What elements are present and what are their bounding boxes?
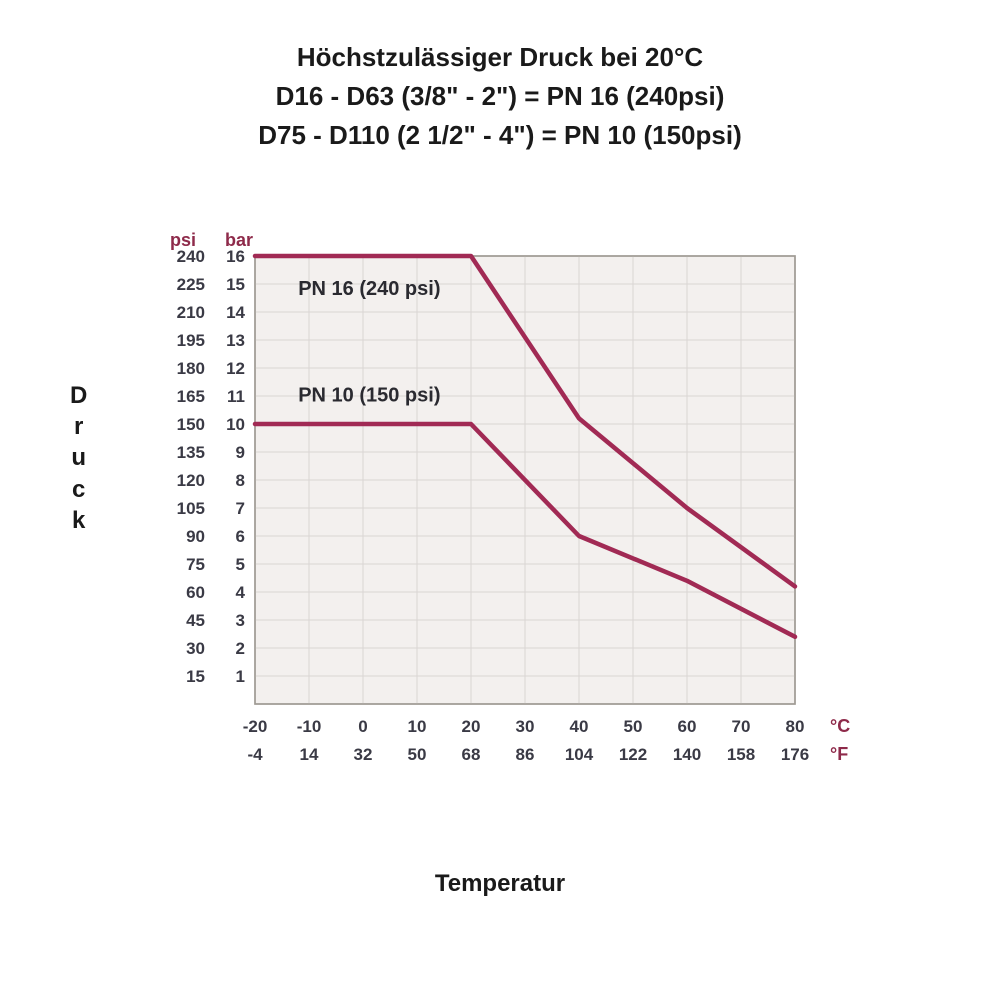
svg-text:120: 120 <box>177 471 205 490</box>
svg-text:68: 68 <box>462 745 481 764</box>
svg-text:50: 50 <box>408 745 427 764</box>
svg-text:122: 122 <box>619 745 647 764</box>
svg-text:4: 4 <box>236 583 246 602</box>
svg-text:60: 60 <box>678 717 697 736</box>
svg-text:176: 176 <box>781 745 809 764</box>
svg-text:195: 195 <box>177 331 205 350</box>
svg-text:225: 225 <box>177 275 205 294</box>
svg-text:PN 10 (150 psi): PN 10 (150 psi) <box>298 385 440 407</box>
svg-text:5: 5 <box>236 555 245 574</box>
svg-text:32: 32 <box>354 745 373 764</box>
svg-text:45: 45 <box>186 611 205 630</box>
x-axis-label: Temperatur <box>0 870 1000 898</box>
svg-text:-20: -20 <box>243 717 268 736</box>
svg-text:60: 60 <box>186 583 205 602</box>
svg-text:70: 70 <box>732 717 751 736</box>
svg-text:6: 6 <box>236 527 245 546</box>
svg-text:40: 40 <box>570 717 589 736</box>
svg-text:12: 12 <box>226 359 245 378</box>
svg-text:°F: °F <box>830 744 848 764</box>
svg-text:9: 9 <box>236 443 245 462</box>
title-line-1: Höchstzulässiger Druck bei 20°C <box>0 38 1000 77</box>
title-line-2: D16 - D63 (3/8" - 2") = PN 16 (240psi) <box>0 77 1000 116</box>
svg-text:104: 104 <box>565 745 594 764</box>
svg-text:210: 210 <box>177 303 205 322</box>
title-line-3: D75 - D110 (2 1/2" - 4") = PN 10 (150psi… <box>0 116 1000 155</box>
svg-text:30: 30 <box>186 639 205 658</box>
svg-text:14: 14 <box>226 303 245 322</box>
svg-text:50: 50 <box>624 717 643 736</box>
svg-text:80: 80 <box>786 717 805 736</box>
svg-text:90: 90 <box>186 527 205 546</box>
svg-text:75: 75 <box>186 555 205 574</box>
svg-text:140: 140 <box>673 745 701 764</box>
svg-text:11: 11 <box>227 387 245 406</box>
svg-text:-10: -10 <box>297 717 322 736</box>
svg-text:PN 16 (240 psi): PN 16 (240 psi) <box>298 278 440 300</box>
svg-text:15: 15 <box>226 275 245 294</box>
svg-text:°C: °C <box>830 716 850 736</box>
svg-text:3: 3 <box>236 611 245 630</box>
svg-text:86: 86 <box>516 745 535 764</box>
svg-text:135: 135 <box>177 443 205 462</box>
pressure-temperature-chart: psibar1513024536047559061057120813591501… <box>135 220 855 780</box>
svg-text:15: 15 <box>186 667 205 686</box>
svg-text:16: 16 <box>226 247 245 266</box>
svg-text:10: 10 <box>226 415 245 434</box>
svg-text:8: 8 <box>236 471 245 490</box>
svg-text:20: 20 <box>462 717 481 736</box>
svg-text:165: 165 <box>177 387 205 406</box>
svg-text:14: 14 <box>300 745 319 764</box>
svg-text:105: 105 <box>177 499 205 518</box>
svg-text:240: 240 <box>177 247 205 266</box>
svg-text:2: 2 <box>236 639 245 658</box>
svg-text:158: 158 <box>727 745 755 764</box>
svg-text:10: 10 <box>408 717 427 736</box>
chart-title: Höchstzulässiger Druck bei 20°C D16 - D6… <box>0 38 1000 155</box>
svg-text:7: 7 <box>236 499 245 518</box>
svg-text:1: 1 <box>236 667 245 686</box>
svg-text:13: 13 <box>226 331 245 350</box>
svg-text:-4: -4 <box>247 745 263 764</box>
svg-text:180: 180 <box>177 359 205 378</box>
svg-text:30: 30 <box>516 717 535 736</box>
svg-text:0: 0 <box>358 717 367 736</box>
svg-text:150: 150 <box>177 415 205 434</box>
y-axis-label: Druck <box>70 380 88 536</box>
